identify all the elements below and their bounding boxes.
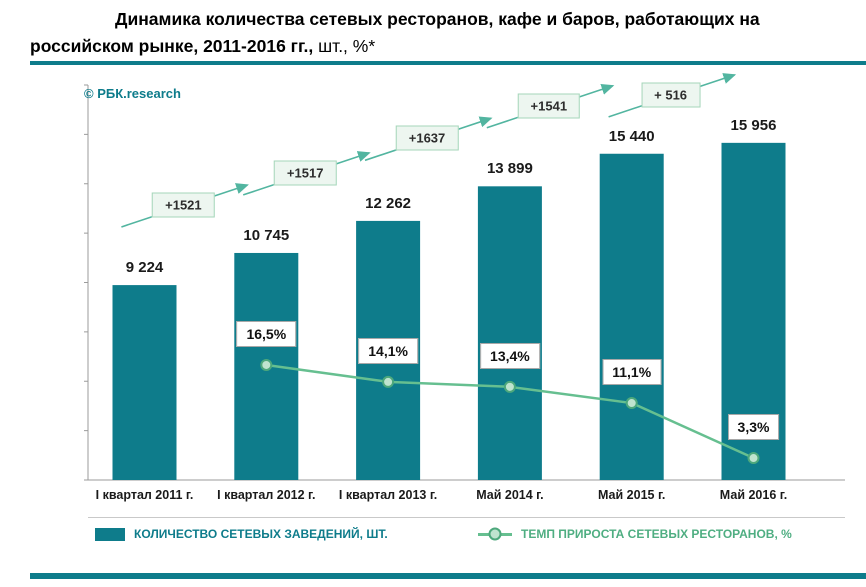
bar-value-label: 12 262 (365, 194, 412, 212)
growth-rate-point (503, 380, 516, 393)
bar-value-label: 13 899 (486, 160, 533, 178)
growth-rate-label: 14,1% (358, 337, 418, 364)
delta-annotation: +1517 (273, 160, 337, 186)
delta-annotation: +1521 (152, 192, 215, 218)
x-axis-label: Май 2015 г. (597, 488, 666, 502)
bar-5 (599, 153, 664, 480)
x-axis-label: I квартал 2011 г. (95, 488, 194, 502)
growth-rate-point (260, 358, 273, 371)
legend: КОЛИЧЕСТВО СЕТЕВЫХ ЗАВЕДЕНИЙ, ШТ. ТЕМП П… (0, 527, 866, 549)
growth-rate-label: 16,5% (236, 320, 297, 347)
bottom-bar (30, 573, 866, 579)
line-legend-swatch (478, 527, 512, 541)
delta-annotation: +1541 (517, 93, 581, 119)
x-axis-label: Май 2016 г. (719, 488, 788, 502)
x-axis-label: I квартал 2012 г. (217, 488, 316, 502)
bar-value-label: 15 956 (730, 116, 777, 134)
growth-rate-point (747, 452, 760, 465)
growth-rate-point (625, 397, 638, 410)
bar-1 (112, 285, 177, 480)
x-axis-label: Май 2014 г. (476, 488, 544, 502)
bar-legend-swatch (95, 527, 125, 541)
page-title-line1: Динамика количества сетевых ресторанов, … (115, 9, 760, 29)
bar-value-label: 10 745 (243, 226, 290, 244)
bar-value-label: 9 224 (125, 259, 164, 277)
growth-rate-point (382, 375, 395, 388)
delta-annotation: + 516 (641, 82, 701, 108)
rbc-research-watermark: © РБК.research (84, 86, 181, 101)
growth-rate-label: 3,3% (727, 414, 780, 441)
page-title-suffix: шт., %* (313, 36, 376, 57)
bar-4 (477, 186, 542, 480)
title-divider (30, 61, 866, 65)
page-title-line2-main: российском рынке, 2011-2016 гг., (30, 36, 314, 57)
line-legend-label: ТЕМП ПРИРОСТА СЕТЕВЫХ РЕСТОРАНОВ, % (521, 527, 792, 541)
line-legend-marker-icon (488, 527, 502, 541)
bar-legend-label: КОЛИЧЕСТВО СЕТЕВЫХ ЗАВЕДЕНИЙ, ШТ. (134, 527, 388, 541)
legend-item-bars: КОЛИЧЕСТВО СЕТЕВЫХ ЗАВЕДЕНИЙ, ШТ. (95, 527, 388, 541)
bar-value-label: 15 440 (608, 127, 655, 145)
axis-separator-line (88, 517, 845, 518)
x-axis-label: I квартал 2013 г. (338, 488, 438, 502)
growth-rate-label: 13,4% (480, 342, 540, 369)
growth-rate-label: 11,1% (602, 359, 662, 386)
page-title: Динамика количества сетевых ресторанов, … (30, 6, 860, 60)
page-title-line2: российском рынке, 2011-2016 гг., шт., %* (30, 33, 860, 60)
legend-item-line: ТЕМП ПРИРОСТА СЕТЕВЫХ РЕСТОРАНОВ, % (478, 527, 792, 541)
delta-annotation: +1637 (395, 125, 459, 151)
